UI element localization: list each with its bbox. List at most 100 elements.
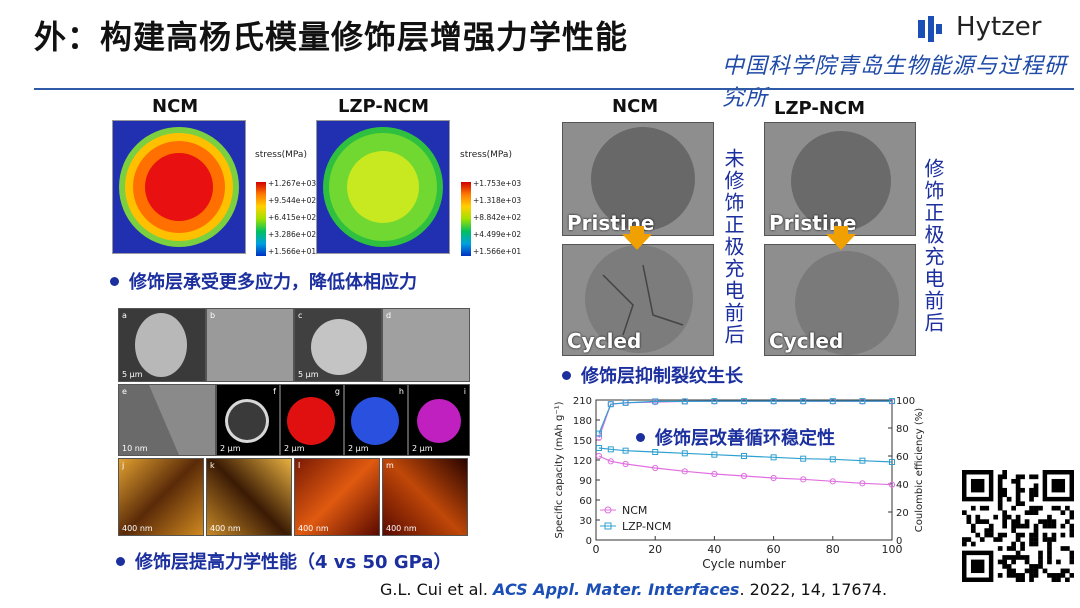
x-tick-label: 0 [593,543,600,556]
sem-lzp-cycled: Cycled [764,244,916,356]
data-point [595,430,602,437]
data-point [859,457,866,464]
data-point [681,450,688,457]
x-tick-label: 100 [882,543,903,556]
legend-value: +1.267e+03 [268,179,317,188]
y2-axis-label: Coulombic efficiency (%) [914,408,925,532]
stress-right-colorbar [461,182,471,256]
data-point [622,447,629,454]
data-point [595,445,602,451]
x-tick-label: 60 [767,543,781,556]
micrograph-grid: a 5 μm b c 5 μm d e 10 nm f 2 μm g 2 μm … [118,308,470,538]
stress-map-lzp-ncm-image [323,127,443,247]
legend-label: NCM [622,504,647,517]
y-tick-label: 180 [573,416,592,427]
bullet-cycle-text: 修饰层改善循环稳定性 [655,428,835,449]
data-point [607,458,614,465]
sem-left-side-text: 未修饰正极充电前后 [721,148,745,346]
legend-value: +1.566e+01 [473,247,522,256]
data-point [859,480,866,487]
y2-tick-label: 0 [896,536,902,547]
data-point [652,398,659,405]
panel-letter: h [398,387,404,396]
plot-frame [595,399,893,541]
data-point [607,401,614,408]
bullet-crack: 修饰层抑制裂纹生长 [562,362,743,388]
data-point [889,398,895,405]
y2-tick-label: 60 [896,452,909,463]
panel-letter: i [463,387,466,396]
data-point [770,398,777,405]
citation-journal[interactable]: ACS Appl. Mater. Interfaces [493,580,740,599]
qr-code-icon[interactable] [962,470,1074,582]
micrograph-k: k 400 nm [206,458,292,536]
stress-left-label: NCM [152,96,199,117]
legend-value: +3.286e+02 [268,230,317,239]
series-line [598,447,893,463]
stress-map-lzp-ncm [316,120,450,254]
panel-letter: d [386,311,392,320]
institute-name: 中国科学院青岛生物能源与过程研究所 [722,54,1068,111]
panel-letter: b [210,311,216,320]
panel-letter: k [210,461,215,470]
data-point [652,464,659,472]
y2-tick-label: 80 [896,424,909,435]
data-point [800,398,807,405]
x-tick-label: 80 [826,543,840,556]
scale-bar-label: 2 μm [220,444,241,453]
legend-value: +1.566e+01 [268,247,317,256]
data-point [800,455,807,462]
data-point [595,434,603,441]
bullet-stress-text: 修饰层承受更多应力，降低体相应力 [129,272,417,293]
slide-title: 外：构建高杨氏模量修饰层增强力学性能 [34,18,629,56]
sem-right-side-text: 修饰正极充电前后 [921,158,945,334]
citation: G.L. Cui et al. ACS Appl. Mater. Interfa… [380,580,887,599]
data-point [652,449,659,455]
data-point [681,468,688,475]
hytzer-logo-icon [918,16,942,42]
cycling-chart: 0 20 40 60 80 1000306090120150180210020406080… [554,396,925,571]
scale-bar-label: 400 nm [298,524,329,533]
data-point [829,478,836,485]
y-tick-label: 150 [573,436,592,447]
stress-map-ncm-image [119,127,239,247]
panel-letter: a [122,311,127,320]
data-point [595,452,603,460]
sem-left-label: NCM [612,96,659,117]
data-point [888,481,896,488]
bullet-dot-icon [110,276,119,286]
logo-text: Hytzer [956,12,1042,42]
scale-bar-label: 400 nm [210,524,241,533]
y2-tick-label: 40 [896,480,909,491]
scale-bar-label: 400 nm [122,524,153,533]
legend-value: +1.318e+03 [473,196,522,205]
scale-bar-label: 2 μm [284,444,305,453]
stress-left-legend-title: stress(MPa) [255,150,307,160]
y2-tick-label: 20 [896,508,909,519]
y-tick-label: 30 [579,516,592,527]
panel-letter: e [122,387,127,396]
sem-ncm-cycled: Cycled [562,244,714,356]
bullet-dot-icon [636,432,645,442]
micrograph-e: e 10 nm [118,384,216,456]
sem-lzp-pristine: Pristine [764,122,916,236]
legend-value: +6.415e+02 [268,213,317,222]
logo: Hytzer [916,12,1066,46]
arrow-down-icon [622,226,652,250]
data-point [681,398,688,405]
data-point [741,398,747,405]
scale-bar-label: 10 nm [122,444,148,453]
panel-letter: j [122,461,125,470]
bullet-modulus: 修饰层提高力学性能（4 vs 50 GPa） [116,548,451,574]
data-point [740,472,748,480]
citation-authors: G.L. Cui et al. [380,580,488,599]
data-point [770,454,777,461]
panel-letter: c [298,311,303,320]
scale-bar-label: 2 μm [348,444,369,453]
data-point [711,470,718,478]
cycled-label: Cycled [769,329,844,353]
micrograph-b: b [206,308,294,382]
cycled-label: Cycled [567,329,642,353]
y-tick-label: 90 [579,476,592,487]
panel-letter: g [334,387,340,396]
